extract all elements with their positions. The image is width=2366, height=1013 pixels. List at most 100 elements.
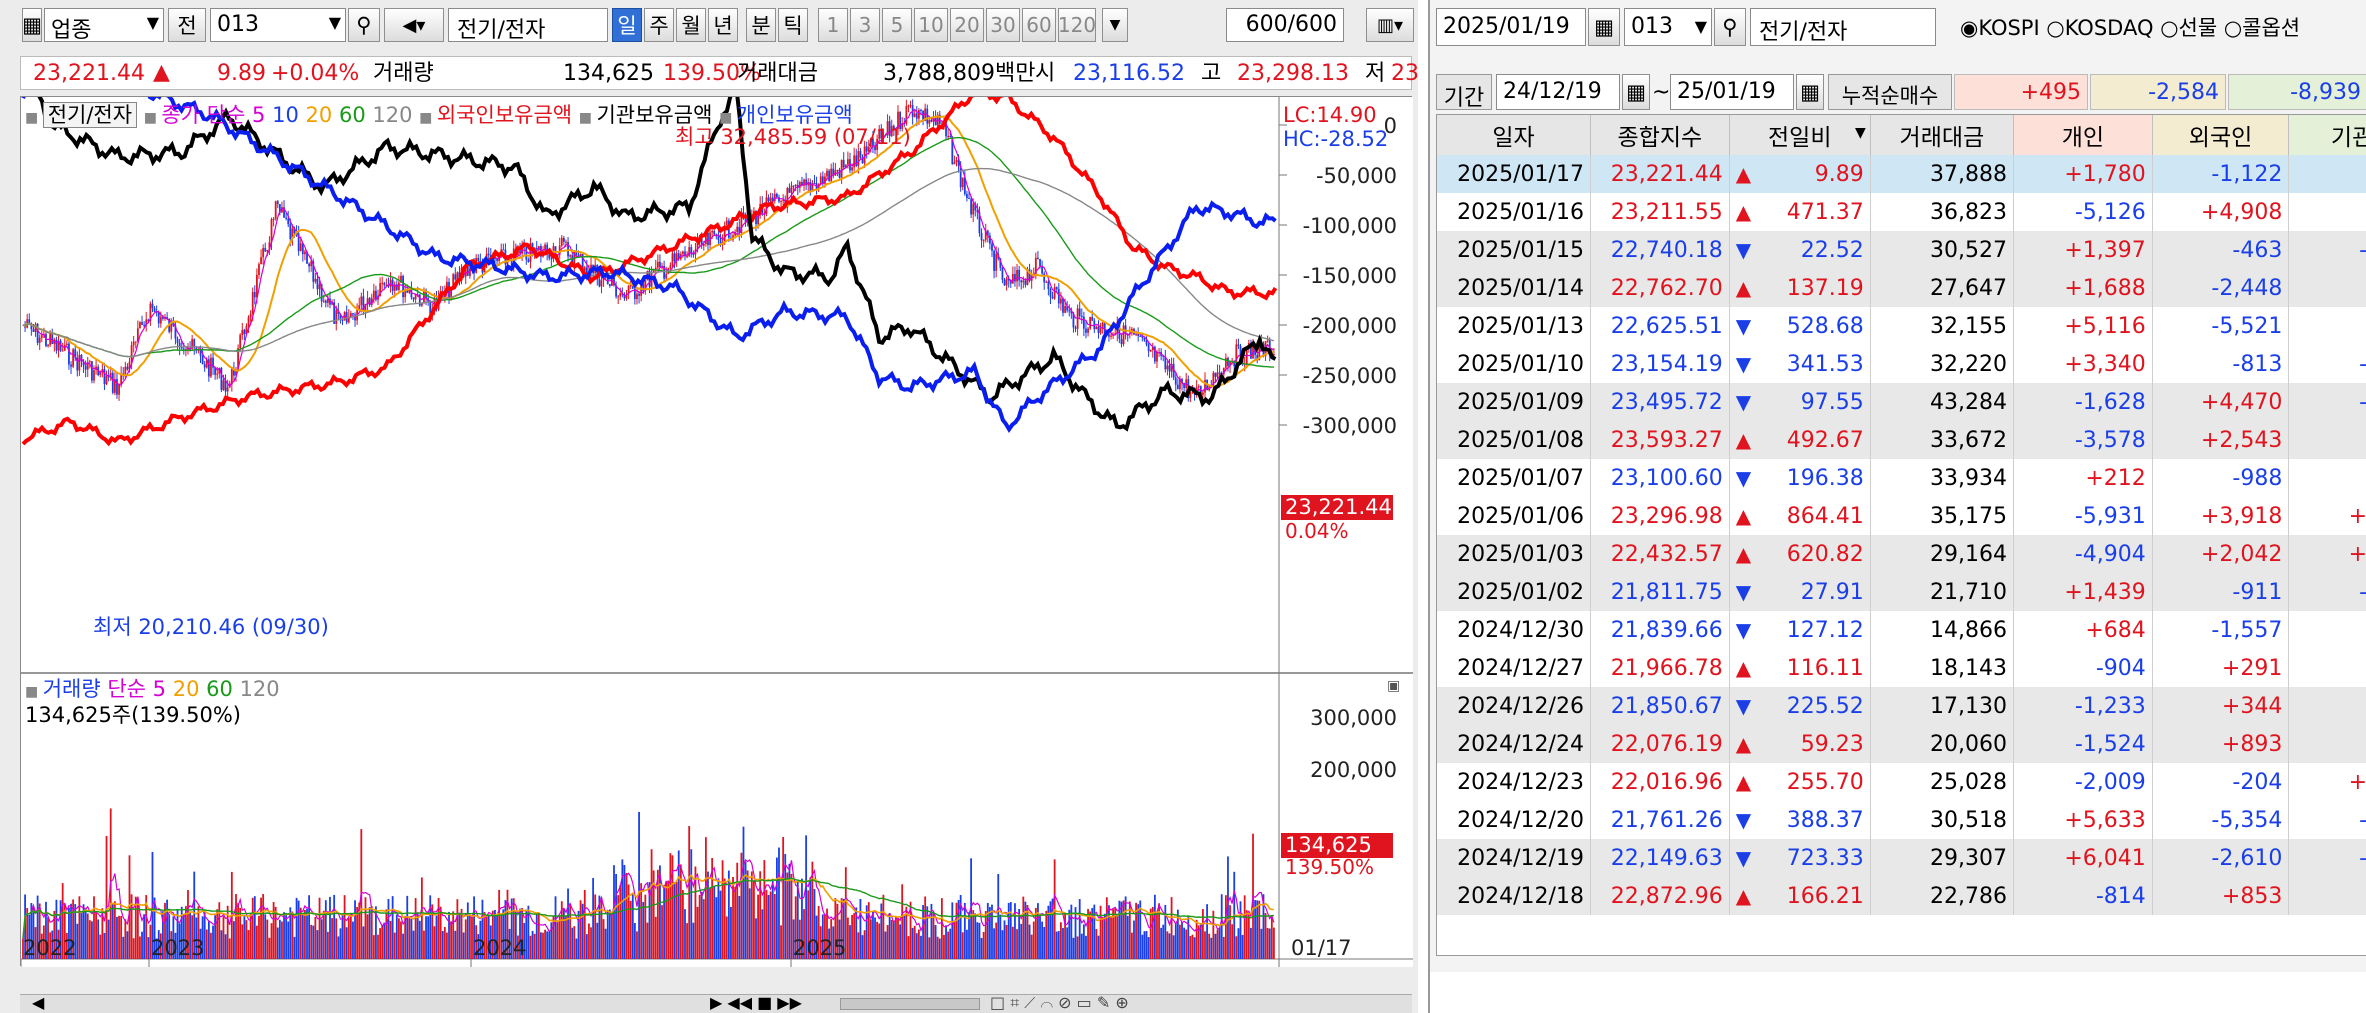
cell-change: ▲ 59.23 [1729,725,1871,763]
period-button-2[interactable]: 월 [676,8,706,42]
category-select[interactable]: 업종 ▼ [44,8,164,43]
search-icon[interactable]: ⚲ [1714,8,1746,46]
col-header-5[interactable]: 외국인 [2152,115,2290,155]
volume-bar [469,916,471,959]
table-row[interactable]: 2025/01/17 23,221.44 ▲ 9.89 37,888 +1,780 -1,1… [1437,155,2366,193]
candle-body [141,322,143,325]
search-icon[interactable]: ⚲ [348,8,380,42]
period-button-1[interactable]: 주 [644,8,674,42]
radio-kosdaq-icon[interactable]: ○ [2046,16,2065,40]
table-row[interactable]: 2024/12/19 22,149.63 ▼ 723.33 29,307 +6,041 -2… [1437,839,2366,877]
period-button-3[interactable]: 년 [708,8,738,42]
scroll-right-icon[interactable]: ▶ ◀◀ ■ ▶▶ [710,993,802,1012]
sound-icon[interactable]: ◀▾ [384,8,444,42]
name-field[interactable]: 전기/전자 [1750,8,1936,46]
table-row[interactable]: 2024/12/20 21,761.26 ▼ 388.37 30,518 +5,633 -5… [1437,801,2366,839]
minute-button-30[interactable]: 30 [986,8,1020,42]
legend-name[interactable]: 전기/전자 [42,102,138,128]
table-row[interactable]: 2024/12/23 22,016.96 ▲ 255.70 25,028 -2,009 -2… [1437,763,2366,801]
minute-button-20[interactable]: 20 [950,8,984,42]
candle-body [1266,340,1269,342]
candle-body [84,365,87,370]
sort-dropdown-icon[interactable]: ▼ [1854,125,1866,141]
table-row[interactable]: 2025/01/07 23,100.60 ▼ 196.38 33,934 +212 -988… [1437,459,2366,497]
period-button-5[interactable]: 틱 [778,8,808,42]
volume-bar [619,884,622,959]
radio-futures-icon[interactable]: ○ [2160,16,2179,40]
all-button[interactable]: 전 [168,8,206,42]
chart-area[interactable]: 0 -50,000 -100,000 -150,000 -200,000 -250,000… [20,96,1413,967]
minute-button-1[interactable]: 1 [818,8,848,42]
candle-body [199,349,202,356]
table-row[interactable]: 2025/01/03 22,432.57 ▲ 620.82 29,164 -4,904 +2… [1437,535,2366,573]
table-row[interactable]: 2024/12/26 21,850.67 ▼ 225.52 17,130 -1,233 +3… [1437,687,2366,725]
table-row[interactable]: 2025/01/02 21,811.75 ▼ 27.91 21,710 +1,439 -91… [1437,573,2366,611]
col-header-0[interactable]: 일자 [1437,115,1591,155]
col-header-2[interactable]: 전일비 ▼ [1729,115,1871,155]
calendar-icon[interactable]: ▦ [1588,8,1620,46]
table-row[interactable]: 2025/01/15 22,740.18 ▼ 22.52 30,527 +1,397 -46… [1437,231,2366,269]
col-header-1[interactable]: 종합지수 [1590,115,1730,155]
date-field[interactable]: 2025/01/19 [1436,8,1586,46]
col-header-6[interactable]: 기관계 [2288,115,2366,155]
table-row[interactable]: 2025/01/06 23,296.98 ▲ 864.41 35,175 -5,931 +3… [1437,497,2366,535]
panel-toggle-icon[interactable]: ▦ [22,8,42,42]
calendar-icon[interactable]: ▦ [1796,74,1824,110]
legend-ma10: 10 [272,103,299,127]
col-header-3[interactable]: 거래대금 [1870,115,2014,155]
radio-call-label[interactable]: 콜옵션 [2242,16,2301,40]
low-annotation: 최저 20,210.46 (09/30) [93,615,329,639]
col-header-4[interactable]: 개인 [2013,115,2153,155]
period-to-field[interactable]: 25/01/19 [1670,74,1794,110]
high-value: 23,298.13 [1237,61,1349,86]
calendar-icon[interactable]: ▦ [1622,74,1650,110]
cell-value: 35,175 [1870,497,2014,535]
radio-kosdaq-label[interactable]: KOSDAQ [2064,16,2154,40]
table-row[interactable]: 2024/12/27 21,966.78 ▲ 116.11 18,143 -904 +291… [1437,649,2366,687]
table-row[interactable]: 2024/12/30 21,839.66 ▼ 127.12 14,866 +684 -1,5… [1437,611,2366,649]
period-button-4[interactable]: 분 [746,8,776,42]
drawing-tools-icon[interactable]: □ ⌗ ⟋ ⌒ ⊘ ▭ ✎ ⊕ [990,993,1129,1012]
table-row[interactable]: 2025/01/09 23,495.72 ▼ 97.55 43,284 -1,628 +4,… [1437,383,2366,421]
candle-body [550,258,553,260]
volume-bar [1174,922,1177,959]
scroll-left-icon[interactable]: ◀ [32,993,45,1012]
scroll-thumb[interactable] [840,998,980,1010]
table-row[interactable]: 2025/01/14 22,762.70 ▲ 137.19 27,647 +1,688 -2… [1437,269,2366,307]
candle-body [393,284,396,291]
code-select[interactable]: 013 ▼ [1624,8,1712,46]
radio-kospi-label[interactable]: KOSPI [1978,16,2040,40]
minute-button-3[interactable]: 3 [850,8,880,42]
volume-bar [924,896,927,959]
period-button-0[interactable]: 일 [612,8,642,42]
minute-button-60[interactable]: 60 [1022,8,1056,42]
up-arrow-icon: ▲ [1735,503,1752,528]
minute-button-10[interactable]: 10 [914,8,948,42]
table-row[interactable]: 2025/01/13 22,625.51 ▼ 528.68 32,155 +5,116 -5… [1437,307,2366,345]
table-row[interactable]: 2025/01/16 23,211.55 ▲ 471.37 36,823 -5,126 +4… [1437,193,2366,231]
count-field[interactable]: 600/600 [1226,8,1344,42]
table-row[interactable]: 2025/01/10 23,154.19 ▼ 341.53 32,220 +3,340 -8… [1437,345,2366,383]
radio-call-icon[interactable]: ○ [2223,16,2243,40]
chart-scrollbar[interactable]: ◀ ▶ ◀◀ ■ ▶▶ □ ⌗ ⟋ ⌒ ⊘ ▭ ✎ ⊕ [20,994,1412,1013]
chart-settings-icon[interactable]: ▥▾ [1366,8,1414,42]
code-select[interactable]: 013 ▼ [210,8,346,42]
name-field[interactable]: 전기/전자 [448,8,608,43]
table-row[interactable]: 2025/01/08 23,593.27 ▲ 492.67 33,672 -3,578 +2… [1437,421,2366,459]
pane-close-icon[interactable]: ▣ [1387,678,1401,694]
candle-body [688,247,691,257]
volume-bar [241,924,244,959]
candle-body [193,339,196,348]
radio-kospi-icon[interactable]: ◉ [1960,16,1979,40]
minute-button-5[interactable]: 5 [882,8,912,42]
volume-bar [287,921,290,959]
candle-body [642,283,645,292]
radio-futures-label[interactable]: 선물 [2178,16,2218,40]
chart-type-dropdown-icon[interactable]: ▼ [1102,8,1128,42]
table-row[interactable]: 2024/12/18 22,872.96 ▲ 166.21 22,786 -814 +853… [1437,877,2366,915]
candle-body [775,193,778,198]
table-row[interactable]: 2024/12/24 22,076.19 ▲ 59.23 20,060 -1,524 +89… [1437,725,2366,763]
minute-button-120[interactable]: 120 [1058,8,1096,42]
period-from-field[interactable]: 24/12/19 [1496,74,1620,110]
